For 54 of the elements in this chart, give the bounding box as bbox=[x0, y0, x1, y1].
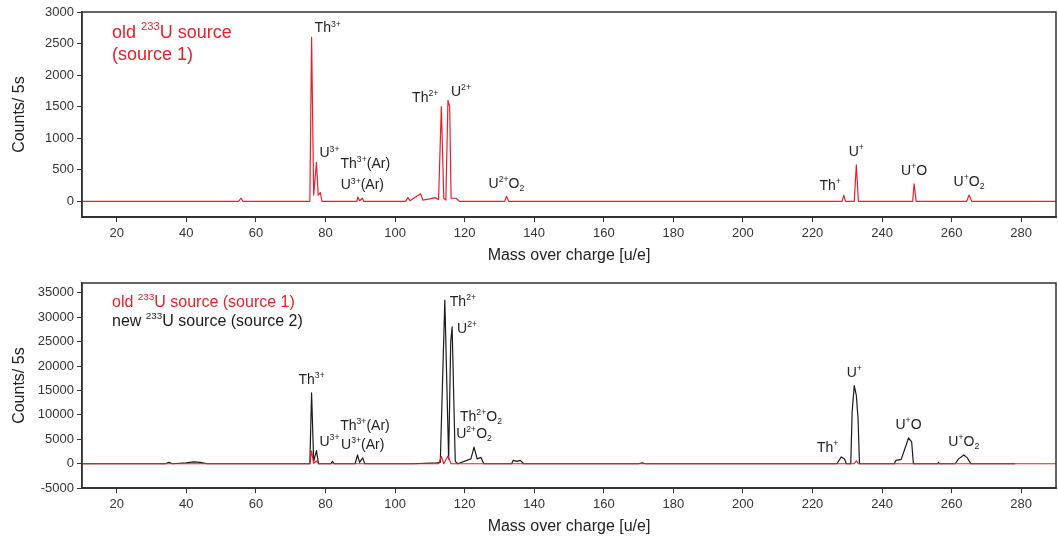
y-tick-label: 30000 bbox=[37, 308, 74, 324]
annotation: U+ bbox=[846, 362, 862, 380]
x-tick-label: 200 bbox=[732, 224, 754, 240]
x-tick-label: 180 bbox=[662, 224, 685, 240]
y-tick-label: 5000 bbox=[45, 430, 74, 446]
y-tick-label: 0 bbox=[66, 455, 74, 471]
y-tick-label: 500 bbox=[52, 161, 74, 177]
x-tick-label: 160 bbox=[592, 224, 615, 240]
x-tick-label: 180 bbox=[662, 495, 685, 511]
x-tick-label: 80 bbox=[318, 495, 333, 511]
y-tick-label: 25000 bbox=[37, 333, 74, 349]
x-tick-label: 160 bbox=[592, 495, 615, 511]
annotation: U+O bbox=[895, 415, 922, 433]
annotation: U+ bbox=[848, 142, 864, 159]
x-tick-label: 60 bbox=[248, 495, 264, 511]
x-tick-label: 40 bbox=[179, 224, 194, 240]
y-tick-label: 20000 bbox=[37, 357, 74, 373]
x-tick-label: 240 bbox=[871, 495, 893, 511]
y-tick-label: 0 bbox=[66, 192, 74, 208]
x-tick-label: 20 bbox=[109, 224, 125, 240]
x-tick-label: 140 bbox=[523, 224, 546, 240]
x-tick-label: 220 bbox=[801, 224, 824, 240]
x-tick-label: 20 bbox=[109, 495, 125, 511]
x-tick-label: 120 bbox=[453, 224, 476, 240]
y-tick-label: 2500 bbox=[45, 35, 74, 51]
x-tick-label: 40 bbox=[179, 495, 194, 511]
y-tick-label: 10000 bbox=[37, 406, 74, 422]
x-tick-label: 80 bbox=[318, 224, 333, 240]
x-tick-label: 140 bbox=[523, 495, 546, 511]
x-tick-label: 100 bbox=[384, 495, 406, 511]
x-tick-label: 260 bbox=[940, 495, 963, 511]
y-tick-label: 1000 bbox=[45, 129, 74, 145]
annotation: Th+ bbox=[816, 438, 839, 456]
y-tick-label: 2000 bbox=[45, 66, 74, 82]
y-tick-label: 1500 bbox=[45, 98, 74, 114]
x-tick-label: 120 bbox=[453, 495, 476, 511]
x-tick-label: 260 bbox=[940, 224, 963, 240]
x-tick-label: 240 bbox=[871, 224, 893, 240]
annotation: U+O bbox=[901, 161, 928, 178]
x-tick-label: 280 bbox=[1010, 224, 1033, 240]
x-tick-label: 220 bbox=[801, 495, 824, 511]
y-tick-label: 15000 bbox=[37, 382, 74, 398]
y-axis-title: Counts/ 5s bbox=[10, 76, 28, 153]
y-axis-title: Counts/ 5s bbox=[10, 347, 28, 424]
x-tick-label: 100 bbox=[384, 224, 406, 240]
y-tick-label: 3000 bbox=[45, 3, 74, 19]
x-tick-label: 280 bbox=[1010, 495, 1033, 511]
annotation: Th+ bbox=[819, 176, 841, 194]
x-axis-title: Mass over charge [u/e] bbox=[487, 516, 651, 534]
y-tick-label: -5000 bbox=[40, 479, 74, 495]
x-tick-label: 60 bbox=[248, 224, 264, 240]
x-tick-label: 200 bbox=[732, 495, 754, 511]
x-axis-title: Mass over charge [u/e] bbox=[487, 245, 651, 263]
y-tick-label: 35000 bbox=[37, 284, 74, 300]
